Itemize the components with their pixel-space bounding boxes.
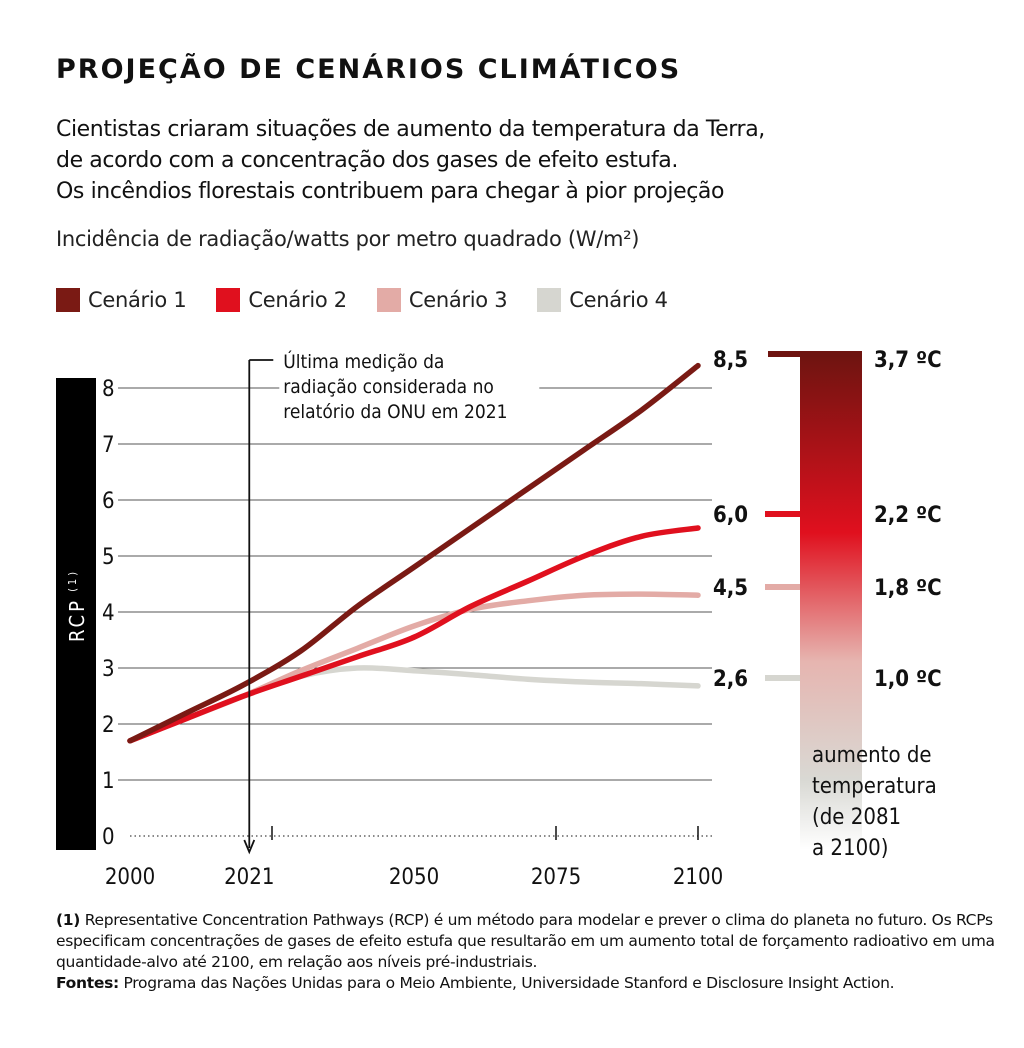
series-line-cenario-3 bbox=[127, 591, 701, 744]
legend-label: Cenário 4 bbox=[569, 288, 668, 312]
annotation-text-line: radiação considerada no bbox=[283, 376, 494, 398]
temperature-label: 1,0 ºC bbox=[874, 667, 942, 692]
temperature-label: 1,8 ºC bbox=[874, 576, 942, 601]
legend-swatch bbox=[376, 288, 401, 312]
line-chart: 8,5 3,7 ºC 6,0 2,2 ºC 4,5 1,8 ºC 2,6 1,0 ºC aume… bbox=[56, 346, 942, 890]
rcp-end-label: 4,5 bbox=[713, 576, 748, 601]
subtitle-line: de acordo com a concentração dos gases d… bbox=[56, 148, 678, 173]
y-tick-label: 8 bbox=[102, 377, 115, 402]
sources-body: Programa das Nações Unidas para o Meio A… bbox=[118, 974, 895, 992]
x-tick-label: 2021 bbox=[224, 865, 274, 890]
legend-swatch bbox=[56, 288, 80, 312]
x-tick-label: 2075 bbox=[531, 865, 581, 890]
y-tick-label: 3 bbox=[102, 657, 115, 682]
series-line-cenario-1 bbox=[127, 362, 701, 744]
subtitle-line: Cientistas criaram situações de aumento … bbox=[56, 117, 765, 142]
subtitle-line: Os incêndios florestais contribuem para … bbox=[56, 179, 725, 204]
temperature-label: 3,7 ºC bbox=[874, 348, 942, 373]
chart-legend: Cenário 1 Cenário 2 Cenário 3 Cenário 4 bbox=[56, 288, 698, 312]
x-tick-label: 2050 bbox=[389, 865, 439, 890]
annotation-text-line: Última medição da bbox=[283, 349, 444, 373]
footnote-body: Representative Concentration Pathways (R… bbox=[56, 911, 995, 971]
footnote: (1) Representative Concentration Pathway… bbox=[56, 910, 996, 994]
legend-swatch bbox=[216, 288, 241, 312]
temperature-label: 2,2 ºC bbox=[874, 503, 942, 528]
y-tick-label: 6 bbox=[102, 489, 115, 514]
legend-label: Cenário 3 bbox=[408, 288, 508, 312]
legend-label: Cenário 2 bbox=[248, 288, 347, 312]
temperature-scale: 8,5 3,7 ºC 6,0 2,2 ºC 4,5 1,8 ºC 2,6 1,0 ºC aume… bbox=[713, 348, 942, 861]
y-tick-label: 0 bbox=[102, 825, 115, 850]
y-axis-title-footnote-marker: (1) bbox=[66, 569, 79, 598]
y-axis-title-bar bbox=[56, 378, 96, 850]
y-tick-label: 2 bbox=[102, 713, 115, 738]
rcp-end-label: 8,5 bbox=[713, 348, 748, 373]
y-tick-label: 5 bbox=[102, 545, 115, 570]
legend-label: Cenário 1 bbox=[88, 288, 187, 312]
annotation-arrowhead bbox=[243, 839, 256, 855]
footnote-text: (1) Representative Concentration Pathway… bbox=[56, 910, 996, 973]
legend-item-cenario-1: Cenário 1 bbox=[56, 288, 187, 312]
x-tick-label: 2000 bbox=[105, 865, 155, 890]
chart-subtitle: Cientistas criaram situações de aumento … bbox=[56, 114, 956, 207]
legend-item-cenario-3: Cenário 3 bbox=[376, 288, 508, 312]
annotation-text-line: relatório da ONU em 2021 bbox=[283, 401, 507, 423]
legend-swatch bbox=[537, 288, 562, 312]
rcp-end-label: 2,6 bbox=[713, 667, 748, 692]
chart-title: PROJEÇÃO DE CENÁRIOS CLIMÁTICOS bbox=[56, 54, 682, 85]
temperature-caption-line: (de 2081 bbox=[812, 805, 901, 830]
sources-label: Fontes: bbox=[56, 974, 119, 992]
y-tick-label: 7 bbox=[102, 433, 115, 458]
series-line-cenario-2 bbox=[127, 525, 701, 744]
temperature-caption-line: a 2100) bbox=[812, 836, 889, 861]
legend-item-cenario-2: Cenário 2 bbox=[216, 288, 347, 312]
y-tick-label: 4 bbox=[102, 601, 115, 626]
measurement-annotation: Última medição da radiação considerada no… bbox=[243, 346, 540, 855]
x-tick-label: 2100 bbox=[673, 865, 723, 890]
annotation-background bbox=[279, 346, 540, 426]
chart-series bbox=[127, 362, 701, 744]
sources-text: Fontes: Programa das Nações Unidas para … bbox=[56, 973, 996, 994]
rcp-end-label: 6,0 bbox=[713, 503, 748, 528]
temperature-caption-line: temperatura bbox=[812, 774, 937, 799]
temperature-gradient-bar bbox=[800, 354, 862, 850]
legend-item-cenario-4: Cenário 4 bbox=[537, 288, 668, 312]
y-tick-label: 1 bbox=[102, 769, 115, 794]
footnote-marker: (1) bbox=[56, 911, 81, 929]
unit-label: Incidência de radiação/watts por metro q… bbox=[56, 227, 640, 251]
temperature-caption-line: aumento de bbox=[812, 743, 932, 768]
